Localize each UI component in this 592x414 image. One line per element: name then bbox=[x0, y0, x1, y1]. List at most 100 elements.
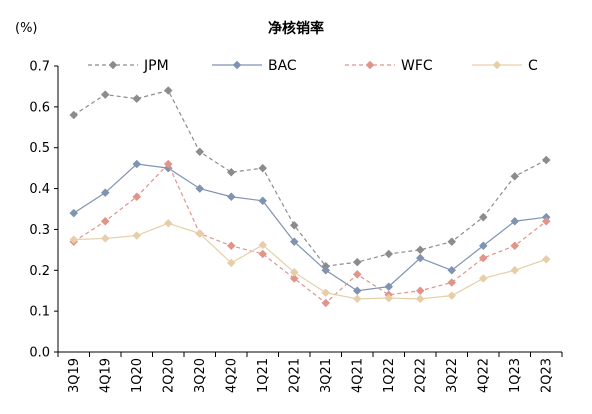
series-bac bbox=[69, 159, 551, 296]
data-point bbox=[195, 184, 205, 193]
data-point bbox=[510, 171, 520, 181]
data-point bbox=[163, 218, 173, 228]
y-tick-label: 0.6 bbox=[29, 100, 50, 115]
x-tick-label: 3Q22 bbox=[445, 358, 460, 393]
data-point bbox=[100, 90, 110, 99]
y-tick-label: 0.2 bbox=[29, 264, 50, 279]
x-tick-label: 2Q21 bbox=[287, 358, 302, 393]
data-point bbox=[100, 216, 110, 226]
legend-item-c: C bbox=[472, 58, 538, 74]
data-point bbox=[510, 241, 520, 251]
y-tick-label: 0.1 bbox=[29, 305, 50, 320]
data-point bbox=[541, 254, 551, 264]
legend-label: JPM bbox=[143, 58, 169, 74]
legend-marker bbox=[492, 60, 502, 70]
series-c bbox=[69, 218, 551, 304]
legend-marker bbox=[365, 60, 375, 70]
data-point bbox=[415, 286, 425, 296]
data-point bbox=[289, 267, 299, 277]
data-point bbox=[226, 241, 236, 251]
y-tick-label: 0.7 bbox=[29, 60, 50, 75]
data-point bbox=[510, 265, 520, 275]
data-point bbox=[195, 147, 205, 157]
x-tick-label: 2Q22 bbox=[413, 358, 428, 393]
data-point bbox=[132, 94, 142, 104]
data-point bbox=[132, 192, 142, 202]
data-point bbox=[321, 288, 331, 298]
data-point bbox=[69, 110, 79, 120]
data-point bbox=[289, 274, 299, 283]
legend: JPM BAC WFC C bbox=[88, 58, 538, 74]
data-point bbox=[447, 265, 457, 275]
legend-marker bbox=[232, 60, 242, 70]
series-group bbox=[69, 86, 551, 308]
unit-label: (%) bbox=[15, 21, 38, 36]
series-line bbox=[73, 163, 547, 304]
data-point bbox=[100, 234, 110, 243]
legend-label: WFC bbox=[401, 58, 433, 74]
data-point bbox=[415, 253, 425, 263]
data-point bbox=[226, 258, 236, 268]
series-jpm bbox=[69, 86, 551, 271]
data-point bbox=[352, 294, 362, 304]
data-point bbox=[100, 188, 110, 198]
series-line bbox=[73, 222, 547, 300]
data-point bbox=[258, 163, 268, 173]
data-point bbox=[447, 291, 457, 300]
series-line bbox=[73, 89, 547, 267]
legend-item-wfc: WFC bbox=[345, 58, 433, 74]
data-point bbox=[321, 298, 331, 308]
x-tick-label: 4Q20 bbox=[224, 358, 239, 393]
data-point bbox=[226, 167, 236, 177]
x-tick-label: 4Q19 bbox=[98, 358, 113, 393]
data-point bbox=[69, 208, 79, 218]
x-tick-label: 1Q22 bbox=[382, 358, 397, 393]
data-point bbox=[447, 278, 457, 287]
data-point bbox=[163, 159, 173, 169]
legend-item-bac: BAC bbox=[212, 58, 297, 74]
data-point bbox=[258, 196, 268, 206]
data-point bbox=[415, 245, 425, 255]
x-tick-label: 2Q20 bbox=[161, 358, 176, 393]
data-point bbox=[478, 253, 488, 263]
y-tick-label: 0.3 bbox=[29, 223, 50, 238]
legend-marker bbox=[108, 60, 118, 70]
y-tick-label: 0.5 bbox=[29, 141, 50, 156]
x-tick-label: 3Q20 bbox=[193, 358, 208, 393]
data-point bbox=[415, 294, 425, 304]
y-tick-label: 0.4 bbox=[29, 182, 50, 197]
data-point bbox=[447, 237, 457, 247]
x-tick-label: 1Q23 bbox=[508, 358, 523, 393]
x-tick-label: 3Q21 bbox=[319, 358, 334, 393]
data-point bbox=[258, 249, 268, 259]
data-point bbox=[478, 212, 488, 222]
data-point bbox=[478, 241, 488, 251]
data-point bbox=[352, 270, 362, 279]
x-tick-label: 3Q19 bbox=[67, 358, 82, 393]
x-tick-label: 1Q20 bbox=[130, 358, 145, 393]
data-point bbox=[541, 155, 551, 165]
data-point bbox=[478, 274, 488, 283]
data-point bbox=[258, 240, 268, 250]
legend-item-jpm: JPM bbox=[88, 58, 169, 74]
data-point bbox=[132, 231, 142, 240]
data-point bbox=[132, 159, 142, 169]
data-point bbox=[321, 265, 331, 275]
data-point bbox=[289, 220, 299, 230]
chart-title: 净核销率 bbox=[268, 20, 324, 37]
axes: 0.0 0.1 0.2 0.3 0.4 0.5 0.6 0.7 3Q19 4Q19 1Q20 2Q20… bbox=[29, 60, 563, 393]
x-tick-label: 4Q22 bbox=[476, 358, 491, 393]
data-point bbox=[226, 192, 236, 202]
data-point bbox=[384, 249, 394, 259]
data-point bbox=[541, 216, 551, 226]
x-tick-label: 4Q21 bbox=[350, 358, 365, 393]
data-point bbox=[163, 86, 173, 95]
series-line bbox=[73, 163, 547, 292]
data-point bbox=[384, 293, 394, 303]
data-point bbox=[289, 237, 299, 247]
data-point bbox=[195, 229, 205, 238]
data-point bbox=[510, 216, 520, 226]
x-tick-label: 2Q23 bbox=[539, 358, 554, 393]
y-tick-label: 0.0 bbox=[29, 346, 50, 361]
